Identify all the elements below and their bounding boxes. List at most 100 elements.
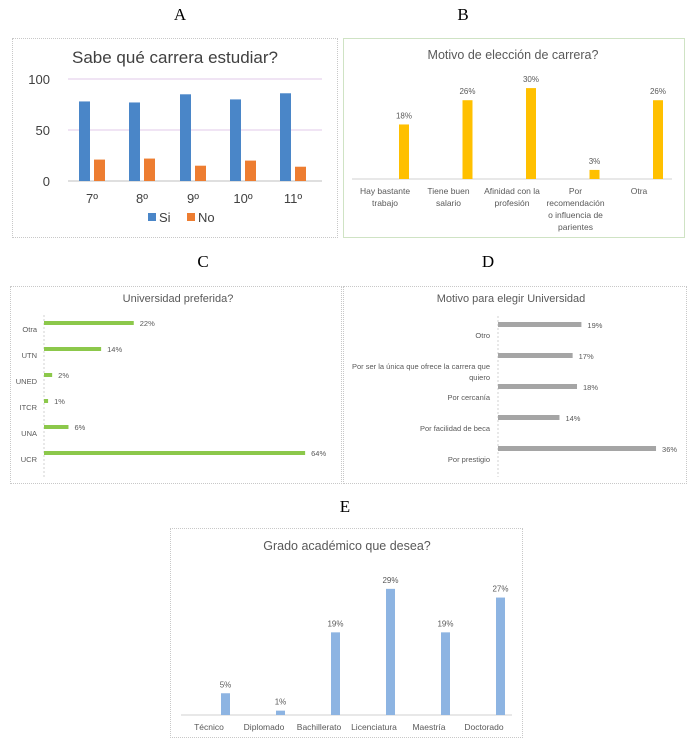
- y-tick-label: UCR: [21, 455, 38, 464]
- x-tick-label: Bachillerato: [297, 722, 342, 732]
- chart-panel-e: [170, 528, 523, 738]
- bar: [589, 169, 600, 179]
- bar-no: [295, 166, 306, 181]
- x-tick-label: Otra: [631, 186, 648, 196]
- chart-panel-d: [343, 286, 687, 484]
- bar: [498, 353, 573, 358]
- chart-panel-c: [10, 286, 342, 484]
- legend-swatch: [148, 213, 156, 221]
- bar-si: [129, 102, 140, 181]
- data-label: 18%: [396, 111, 412, 120]
- panel-letter-e: E: [339, 497, 351, 516]
- bar-no: [195, 165, 206, 181]
- bar: [441, 632, 450, 715]
- data-label: 1%: [275, 698, 287, 707]
- y-tick-label: UTN: [22, 351, 37, 360]
- data-label: 3%: [589, 157, 601, 166]
- y-tick-label: 0: [43, 174, 50, 189]
- y-tick-label: UNED: [16, 377, 38, 386]
- x-tick-label: Licenciatura: [351, 722, 397, 732]
- y-tick-label: 50: [36, 123, 50, 138]
- y-tick-label: Por prestigio: [448, 455, 490, 464]
- bar: [44, 451, 306, 455]
- bar: [44, 347, 102, 351]
- bar: [653, 100, 663, 179]
- data-label: 14%: [107, 345, 122, 354]
- x-tick-label: 9º: [187, 191, 199, 206]
- bar-no: [245, 160, 256, 181]
- bar: [44, 321, 134, 325]
- chart-title: Sabe qué carrera estudiar?: [72, 48, 278, 67]
- chart-panel-a: [12, 38, 338, 238]
- x-tick-label: Maestría: [412, 722, 445, 732]
- bar-si: [79, 101, 90, 181]
- x-tick-label: 10º: [233, 191, 252, 206]
- legend-label: Si: [159, 210, 171, 225]
- y-tick-label: quiero: [469, 373, 490, 382]
- data-label: 36%: [662, 445, 677, 454]
- data-label: 27%: [492, 585, 508, 594]
- bar: [462, 100, 473, 179]
- bar: [498, 446, 657, 451]
- bar-si: [280, 93, 291, 181]
- bar: [399, 124, 409, 179]
- data-label: 19%: [327, 619, 343, 628]
- x-tick-label: Diplomado: [244, 722, 285, 732]
- x-tick-label: 11º: [284, 191, 302, 206]
- chart-panel-b: [343, 38, 685, 238]
- y-tick-label: UNA: [21, 429, 37, 438]
- bar: [496, 597, 505, 715]
- bar: [498, 415, 560, 420]
- y-tick-label: 100: [28, 72, 50, 87]
- x-tick-label: Doctorado: [464, 722, 503, 732]
- x-tick-label: salario: [436, 198, 461, 208]
- data-label: 30%: [523, 75, 539, 84]
- bar: [221, 693, 230, 715]
- x-tick-label: recomendación: [546, 198, 604, 208]
- data-label: 19%: [587, 321, 602, 330]
- bar: [498, 384, 578, 389]
- data-label: 26%: [650, 87, 666, 96]
- bar: [331, 632, 340, 715]
- data-label: 5%: [220, 680, 232, 689]
- panel-letter-c: C: [197, 252, 209, 271]
- bar-si: [230, 99, 241, 181]
- bar-no: [94, 159, 105, 181]
- x-tick-label: Tiene buen: [427, 186, 469, 196]
- bar: [526, 88, 536, 179]
- bar: [386, 588, 395, 715]
- data-label: 26%: [459, 87, 475, 96]
- chart-title: Motivo para elegir Universidad: [437, 293, 586, 305]
- y-tick-label: Por ser la única que ofrece la carrera q…: [352, 362, 490, 371]
- chart-title: Motivo de elección de carrera?: [428, 48, 599, 62]
- x-tick-label: 8º: [136, 191, 148, 206]
- data-label: 2%: [58, 371, 69, 380]
- x-tick-label: 7º: [86, 191, 98, 206]
- bar-si: [180, 94, 191, 181]
- data-label: 14%: [565, 414, 580, 423]
- legend-label: No: [198, 210, 215, 225]
- y-tick-label: Por cercanía: [447, 393, 490, 402]
- x-tick-label: Hay bastante: [360, 186, 410, 196]
- x-tick-label: o influencia de: [548, 210, 603, 220]
- x-tick-label: parientes: [558, 222, 593, 232]
- bar: [44, 399, 49, 403]
- y-tick-label: Otro: [475, 331, 490, 340]
- bar: [276, 710, 285, 715]
- chart-title: Grado académico que desea?: [263, 539, 431, 553]
- data-label: 6%: [74, 423, 85, 432]
- panel-letter-b: B: [457, 5, 469, 24]
- bar: [44, 425, 69, 429]
- panel-letter-d: D: [481, 252, 495, 271]
- bar-no: [144, 158, 155, 181]
- panel-letter-a: A: [173, 5, 187, 24]
- bar: [44, 373, 53, 377]
- data-label: 17%: [579, 352, 594, 361]
- y-tick-label: Otra: [22, 325, 37, 334]
- data-label: 18%: [583, 383, 598, 392]
- data-label: 19%: [437, 619, 453, 628]
- x-tick-label: Por: [569, 186, 582, 196]
- data-label: 1%: [54, 397, 65, 406]
- x-tick-label: Afinidad con la: [484, 186, 540, 196]
